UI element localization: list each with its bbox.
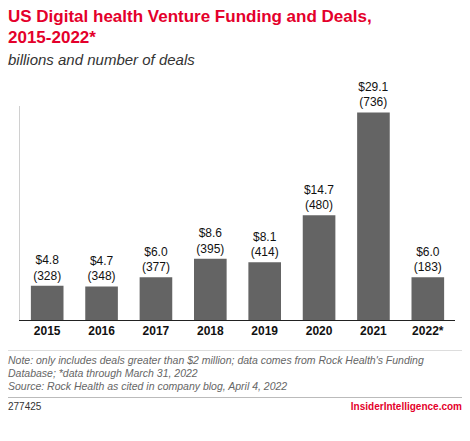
svg-text:$29.1(736): $29.1(736) <box>358 80 388 110</box>
svg-text:$4.7(348): $4.7(348) <box>88 254 116 284</box>
svg-text:$4.8(328): $4.8(328) <box>33 253 61 283</box>
svg-text:$6.0(183): $6.0(183) <box>414 245 442 275</box>
svg-text:2022*: 2022* <box>412 324 444 338</box>
html-text:US Digital health Venture Fund: US Digital health Venture Funding and De… <box>8 7 372 47</box>
html-text:billions and number of deals: billions and number of deals <box>8 51 195 68</box>
svg-text:$8.1(414): $8.1(414) <box>251 230 279 260</box>
svg-text:2020: 2020 <box>306 324 333 338</box>
svg-text:$14.7(480): $14.7(480) <box>304 183 334 213</box>
svg-text:2015: 2015 <box>34 324 61 338</box>
svg-text:$8.6(395): $8.6(395) <box>196 226 224 256</box>
svg-text:2018: 2018 <box>197 324 224 338</box>
html-text:Note: only includes deals grea: Note: only includes deals greater than $… <box>8 354 424 379</box>
svg-text:2017: 2017 <box>143 324 170 338</box>
svg-text:$6.0(377): $6.0(377) <box>142 245 170 275</box>
html-text:Source: Rock Health as cited i: Source: Rock Health as cited in company … <box>8 380 288 392</box>
html-text:InsiderIntelligence.com: InsiderIntelligence.com <box>350 401 462 412</box>
html-text:277425: 277425 <box>8 401 42 412</box>
svg-text:2016: 2016 <box>88 324 115 338</box>
svg-text:2019: 2019 <box>251 324 278 338</box>
svg-text:2021: 2021 <box>360 324 387 338</box>
